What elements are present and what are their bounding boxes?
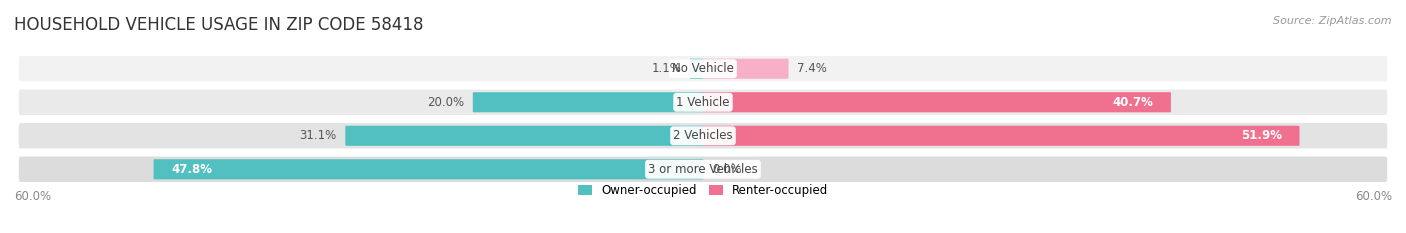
- Text: 7.4%: 7.4%: [797, 62, 827, 75]
- Text: 20.0%: 20.0%: [427, 96, 464, 109]
- FancyBboxPatch shape: [346, 126, 703, 146]
- FancyBboxPatch shape: [18, 89, 1388, 116]
- Text: 51.9%: 51.9%: [1240, 129, 1282, 142]
- FancyBboxPatch shape: [472, 92, 703, 112]
- Text: HOUSEHOLD VEHICLE USAGE IN ZIP CODE 58418: HOUSEHOLD VEHICLE USAGE IN ZIP CODE 5841…: [14, 16, 423, 34]
- Legend: Owner-occupied, Renter-occupied: Owner-occupied, Renter-occupied: [578, 184, 828, 197]
- FancyBboxPatch shape: [690, 59, 703, 79]
- Text: 1 Vehicle: 1 Vehicle: [676, 96, 730, 109]
- FancyBboxPatch shape: [18, 156, 1388, 183]
- Text: Source: ZipAtlas.com: Source: ZipAtlas.com: [1274, 16, 1392, 26]
- Text: 60.0%: 60.0%: [1355, 190, 1392, 203]
- FancyBboxPatch shape: [703, 59, 789, 79]
- Text: 60.0%: 60.0%: [14, 190, 51, 203]
- Text: 0.0%: 0.0%: [713, 163, 742, 176]
- FancyBboxPatch shape: [703, 92, 1171, 112]
- Text: 40.7%: 40.7%: [1112, 96, 1153, 109]
- FancyBboxPatch shape: [18, 55, 1388, 82]
- Text: 47.8%: 47.8%: [172, 163, 212, 176]
- FancyBboxPatch shape: [703, 126, 1299, 146]
- FancyBboxPatch shape: [153, 159, 703, 179]
- Text: 3 or more Vehicles: 3 or more Vehicles: [648, 163, 758, 176]
- Text: 2 Vehicles: 2 Vehicles: [673, 129, 733, 142]
- Text: 31.1%: 31.1%: [299, 129, 336, 142]
- FancyBboxPatch shape: [18, 122, 1388, 150]
- Text: 1.1%: 1.1%: [651, 62, 681, 75]
- Text: No Vehicle: No Vehicle: [672, 62, 734, 75]
